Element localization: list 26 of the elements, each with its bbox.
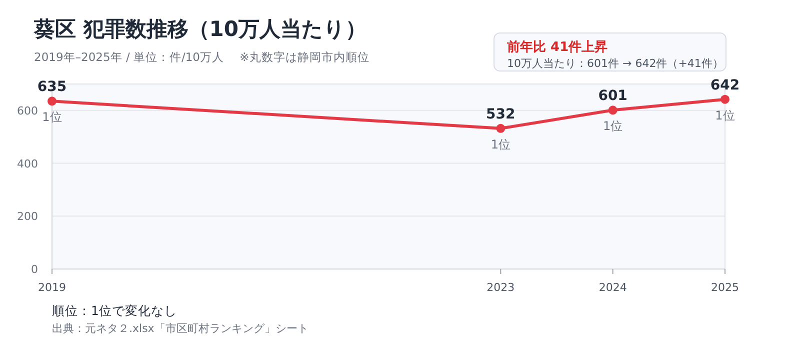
point [496,124,506,133]
text: 10万人当たり：601件 → 642件（+41件） [507,57,724,70]
x-tick-label: 2023 [486,281,515,294]
y-tick-label: 600 [17,104,38,118]
annotation: 1位 [603,119,623,134]
text: 順位：1位で変化なし [52,303,177,318]
point [48,96,56,106]
text: 前年比 41件上昇 [506,40,608,55]
data-label: 532 [486,106,516,122]
point [720,94,730,104]
x-tick-label: 2024 [598,281,627,294]
data-label: 635 [37,79,67,96]
source-note: 出典：元ネタ２.xlsx「市区町村ランキング」シート [52,322,308,335]
chart-subtitle: 2019年–2025年 / 単位：件/10万人 ※丸数字は静岡市内順位 [34,50,370,64]
y-tick-label: 400 [17,157,38,170]
data-label: 601 [598,88,628,104]
x-tick-label: 2025 [711,281,739,294]
data-label: 642 [710,77,740,94]
y-tick-label: 200 [17,210,38,224]
point [608,106,618,115]
annotation: 1位 [490,137,510,152]
annotation: 1位 [715,108,735,122]
y-tick-label: 0 [31,263,38,276]
x-tick-label: 2019 [38,281,66,294]
annotation: 1位 [42,110,62,124]
chart-title: 葵区 犯罪数推移（10万人当たり） [33,17,367,41]
